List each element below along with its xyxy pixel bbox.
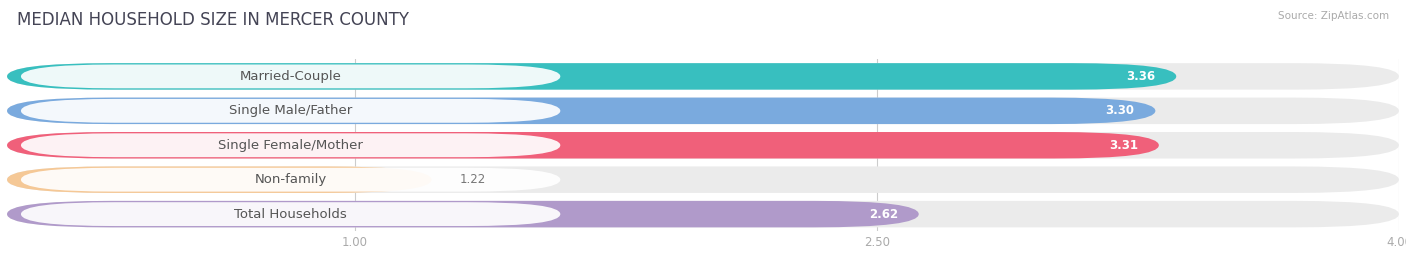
Text: 1.22: 1.22	[460, 173, 485, 186]
Text: Total Households: Total Households	[235, 208, 347, 221]
FancyBboxPatch shape	[21, 133, 561, 157]
Text: 3.36: 3.36	[1126, 70, 1156, 83]
FancyBboxPatch shape	[7, 63, 1177, 90]
FancyBboxPatch shape	[21, 99, 561, 123]
FancyBboxPatch shape	[7, 132, 1159, 158]
Text: Source: ZipAtlas.com: Source: ZipAtlas.com	[1278, 11, 1389, 21]
FancyBboxPatch shape	[7, 167, 432, 193]
Text: Single Female/Mother: Single Female/Mother	[218, 139, 363, 152]
FancyBboxPatch shape	[21, 168, 561, 192]
FancyBboxPatch shape	[7, 201, 918, 227]
FancyBboxPatch shape	[7, 132, 1399, 158]
Text: Married-Couple: Married-Couple	[239, 70, 342, 83]
Text: 2.62: 2.62	[869, 208, 898, 221]
FancyBboxPatch shape	[7, 98, 1399, 124]
FancyBboxPatch shape	[7, 63, 1399, 90]
Text: MEDIAN HOUSEHOLD SIZE IN MERCER COUNTY: MEDIAN HOUSEHOLD SIZE IN MERCER COUNTY	[17, 11, 409, 29]
Text: 3.31: 3.31	[1109, 139, 1137, 152]
Text: 3.30: 3.30	[1105, 104, 1135, 117]
Text: Non-family: Non-family	[254, 173, 326, 186]
FancyBboxPatch shape	[21, 65, 561, 88]
FancyBboxPatch shape	[7, 201, 1399, 227]
Text: Single Male/Father: Single Male/Father	[229, 104, 353, 117]
FancyBboxPatch shape	[7, 98, 1156, 124]
FancyBboxPatch shape	[7, 167, 1399, 193]
FancyBboxPatch shape	[21, 202, 561, 226]
